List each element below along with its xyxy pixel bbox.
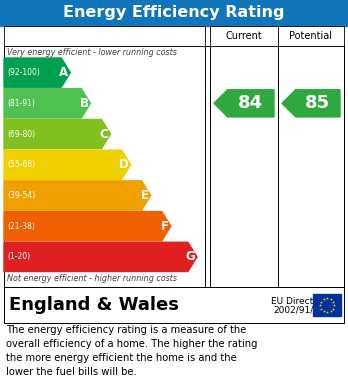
Text: C: C [100,127,109,140]
Text: Very energy efficient - lower running costs: Very energy efficient - lower running co… [7,48,177,57]
Text: F: F [161,220,169,233]
Bar [4,287,344,323]
Text: 85: 85 [305,94,330,112]
Polygon shape [4,58,70,87]
Text: 84: 84 [238,94,263,112]
Text: (39-54): (39-54) [7,191,35,200]
Text: The energy efficiency rating is a measure of the
overall efficiency of a home. T: The energy efficiency rating is a measur… [6,325,258,377]
Bar [210,26,278,46]
Bar [4,46,344,287]
Text: Not energy efficient - higher running costs: Not energy efficient - higher running co… [7,274,177,283]
Text: (92-100): (92-100) [7,68,40,77]
Polygon shape [4,242,197,271]
Text: B: B [79,97,88,110]
Text: EU Directive: EU Directive [271,296,327,305]
Text: (21-38): (21-38) [7,222,35,231]
Bar [313,294,341,316]
Bar [0,0,348,26]
Polygon shape [282,90,340,117]
Text: (81-91): (81-91) [7,99,35,108]
Polygon shape [4,181,151,210]
Text: Energy Efficiency Rating: Energy Efficiency Rating [63,5,285,20]
Text: E: E [141,189,149,202]
Text: G: G [185,250,195,264]
Polygon shape [4,119,111,149]
Text: D: D [119,158,129,171]
Text: (55-68): (55-68) [7,160,35,169]
Polygon shape [4,212,171,241]
Text: 2002/91/EC: 2002/91/EC [273,305,325,314]
Polygon shape [214,90,274,117]
Polygon shape [4,89,90,118]
Text: (1-20): (1-20) [7,253,30,262]
Text: England & Wales: England & Wales [9,296,179,314]
Text: Potential: Potential [290,31,332,41]
Text: A: A [59,66,68,79]
Text: Current: Current [226,31,262,41]
Polygon shape [4,150,130,179]
Bar [278,26,344,46]
Text: (69-80): (69-80) [7,129,35,138]
Bar [4,26,205,46]
